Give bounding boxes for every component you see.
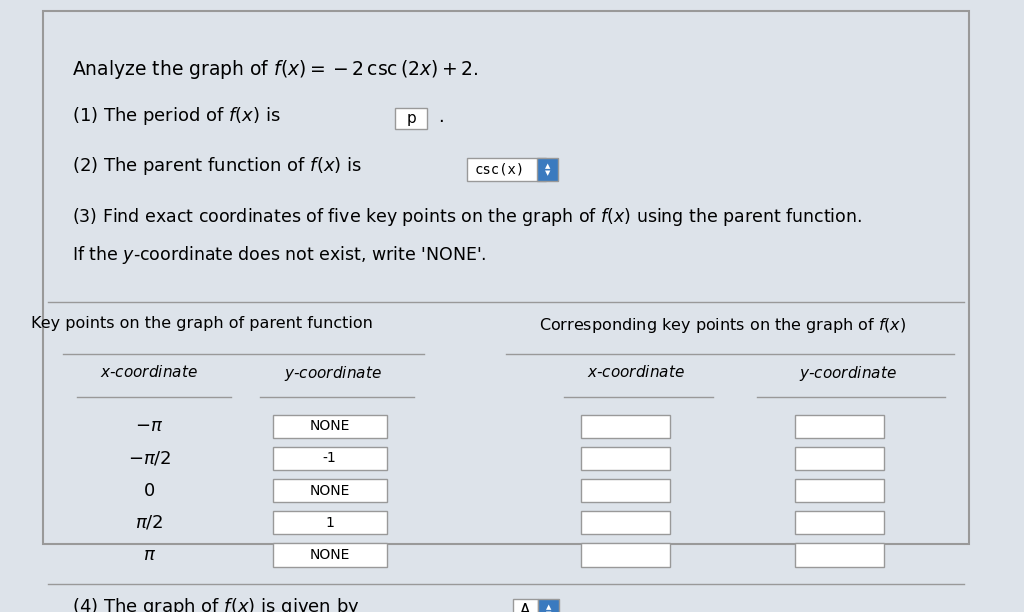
- FancyBboxPatch shape: [272, 479, 386, 502]
- FancyBboxPatch shape: [395, 108, 427, 129]
- Text: $-\pi/2$: $-\pi/2$: [128, 449, 171, 468]
- Text: ▲
▼: ▲ ▼: [546, 604, 551, 612]
- FancyBboxPatch shape: [272, 511, 386, 534]
- Text: $\pi$: $\pi$: [143, 546, 156, 564]
- Text: $y$-coordinate: $y$-coordinate: [800, 364, 897, 383]
- FancyBboxPatch shape: [272, 414, 386, 438]
- Text: $0$: $0$: [143, 482, 156, 499]
- FancyBboxPatch shape: [582, 414, 670, 438]
- Text: -1: -1: [323, 452, 337, 465]
- FancyBboxPatch shape: [537, 158, 558, 182]
- Text: $-\pi$: $-\pi$: [135, 417, 164, 435]
- FancyBboxPatch shape: [513, 599, 538, 612]
- Text: Key points on the graph of parent function: Key points on the graph of parent functi…: [32, 316, 374, 331]
- Text: $x$-coordinate: $x$-coordinate: [100, 364, 199, 380]
- FancyBboxPatch shape: [796, 511, 884, 534]
- FancyBboxPatch shape: [272, 447, 386, 470]
- Text: If the $y$-coordinate does not exist, write 'NONE'.: If the $y$-coordinate does not exist, wr…: [73, 244, 486, 266]
- FancyBboxPatch shape: [538, 599, 559, 612]
- Text: (3) Find exact coordinates of five key points on the graph of $f(x)$ using the p: (3) Find exact coordinates of five key p…: [73, 206, 862, 228]
- Text: ▲
▼: ▲ ▼: [545, 163, 550, 176]
- Text: (1) The period of $f(x)$ is: (1) The period of $f(x)$ is: [73, 105, 281, 127]
- Text: csc(x): csc(x): [474, 163, 524, 177]
- FancyBboxPatch shape: [582, 447, 670, 470]
- Text: (4) The graph of $f(x)$ is given by: (4) The graph of $f(x)$ is given by: [73, 596, 359, 612]
- Text: A: A: [520, 603, 530, 612]
- FancyBboxPatch shape: [796, 543, 884, 567]
- FancyBboxPatch shape: [796, 447, 884, 470]
- FancyBboxPatch shape: [468, 158, 547, 182]
- Text: $x$-coordinate: $x$-coordinate: [587, 364, 685, 380]
- Text: Analyze the graph of $f(x) = -2\,\mathrm{csc}\,(2x) + 2.$: Analyze the graph of $f(x) = -2\,\mathrm…: [73, 58, 479, 81]
- Text: p: p: [407, 111, 416, 126]
- Text: Corresponding key points on the graph of $f(x)$: Corresponding key points on the graph of…: [540, 316, 906, 335]
- FancyBboxPatch shape: [796, 479, 884, 502]
- Text: (2) The parent function of $f(x)$ is: (2) The parent function of $f(x)$ is: [73, 155, 362, 177]
- FancyBboxPatch shape: [582, 479, 670, 502]
- Text: $\pi/2$: $\pi/2$: [135, 514, 164, 532]
- FancyBboxPatch shape: [582, 543, 670, 567]
- FancyBboxPatch shape: [796, 414, 884, 438]
- Text: NONE: NONE: [309, 483, 350, 498]
- Text: NONE: NONE: [309, 419, 350, 433]
- Text: .: .: [438, 108, 444, 126]
- FancyBboxPatch shape: [43, 11, 969, 544]
- Text: 1: 1: [326, 516, 334, 530]
- Text: $y$-coordinate: $y$-coordinate: [284, 364, 382, 383]
- FancyBboxPatch shape: [272, 543, 386, 567]
- FancyBboxPatch shape: [582, 511, 670, 534]
- Text: NONE: NONE: [309, 548, 350, 562]
